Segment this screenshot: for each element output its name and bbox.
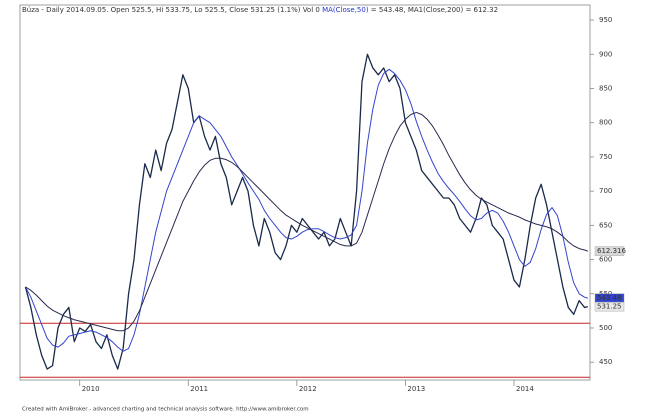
series-line: [24, 68, 588, 352]
value-box: [594, 246, 625, 256]
y-tick-label: 750: [599, 153, 612, 161]
x-tick-label: 2010: [82, 385, 100, 393]
x-tick-label: 2012: [299, 385, 317, 393]
y-tick-label: 800: [599, 119, 612, 127]
y-tick-label: 650: [599, 221, 612, 229]
x-tick-label: 2013: [407, 385, 425, 393]
plot-frame: [19, 4, 591, 381]
title-part: Búza - Daily 2014.09.05. Open 525.5, Hi …: [22, 6, 322, 14]
x-tick-label: 2011: [190, 385, 208, 393]
y-tick-label: 950: [599, 16, 612, 24]
series-line: [24, 53, 588, 370]
series-line: [25, 111, 588, 332]
title-part: = 543.48, MA1(Close,200) = 612.32: [369, 6, 498, 14]
value-box-label: 612.316: [597, 247, 626, 255]
value-box-label: 531.25: [597, 303, 622, 311]
value-box-label: 543.48: [597, 294, 622, 302]
x-tick-label: 2014: [516, 385, 534, 393]
footer: Created with AmiBroker - advanced charti…: [22, 407, 309, 413]
chart-title: Búza - Daily 2014.09.05. Open 525.5, Hi …: [22, 6, 498, 14]
y-tick-label: 700: [599, 187, 612, 195]
title-part: MA(Close,50): [322, 6, 369, 14]
y-tick-label: 450: [599, 358, 612, 366]
y-tick-label: 900: [599, 50, 612, 58]
y-tick-label: 600: [599, 256, 612, 264]
y-tick-label: 500: [599, 324, 612, 332]
y-tick-label: 850: [599, 84, 612, 92]
value-box: [594, 301, 625, 312]
